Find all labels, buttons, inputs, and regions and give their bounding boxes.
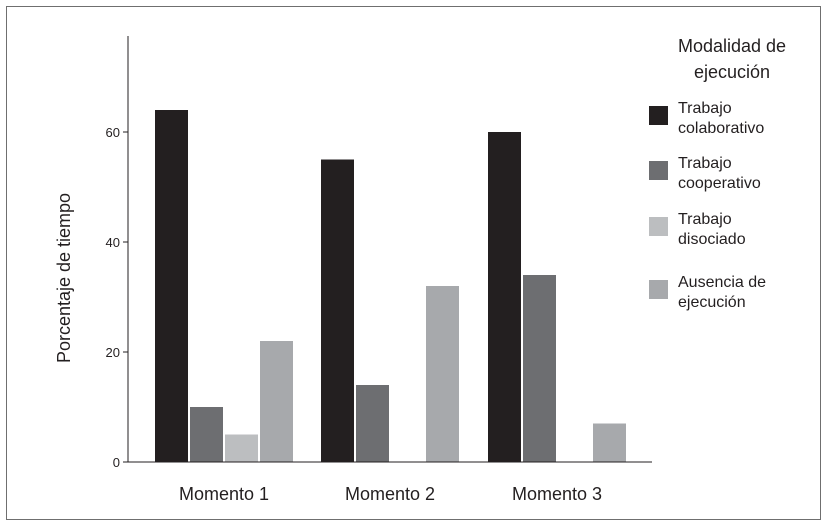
- bar-1-1: [155, 110, 188, 462]
- bar-4-3: [593, 423, 626, 462]
- category-labels-group: Momento 1 Momento 2 Momento 3: [179, 484, 602, 504]
- bar-3-1: [225, 434, 258, 462]
- legend-swatch: [649, 280, 668, 299]
- x-category-label: Momento 2: [345, 484, 435, 504]
- legend-label: Trabajo: [678, 100, 732, 117]
- legend-label: colaborativo: [678, 120, 764, 137]
- bar-2-3: [523, 275, 556, 462]
- y-tick-label: 40: [106, 235, 120, 250]
- y-tick-label: 0: [113, 455, 120, 470]
- bar-2-2: [356, 385, 389, 462]
- bar-1-2: [321, 159, 354, 462]
- legend-swatch: [649, 106, 668, 125]
- bar-1-3: [488, 132, 521, 462]
- legend-label: ejecución: [678, 294, 746, 311]
- bar-2-1: [190, 407, 223, 462]
- legend-title: Modalidad de: [678, 36, 786, 56]
- legend-label: disociado: [678, 231, 746, 248]
- y-tick-label: 60: [106, 125, 120, 140]
- legend: Modalidad de ejecución Trabajo colaborativo…: [649, 36, 786, 311]
- chart-frame: [6, 6, 821, 520]
- bar-4-2: [426, 286, 459, 462]
- x-category-label: Momento 3: [512, 484, 602, 504]
- bars-group: [155, 110, 626, 462]
- legend-label: cooperativo: [678, 175, 761, 192]
- y-ticks-group: 0 20 40 60: [106, 125, 128, 470]
- legend-swatch: [649, 161, 668, 180]
- legend-label: Ausencia de: [678, 274, 766, 291]
- legend-label: Trabajo: [678, 155, 732, 172]
- y-tick-label: 20: [106, 345, 120, 360]
- bar-4-1: [260, 341, 293, 462]
- axes-group: [127, 36, 652, 463]
- legend-title: ejecución: [694, 62, 770, 82]
- y-axis-label: Porcentaje de tiempo: [54, 193, 74, 363]
- legend-swatch: [649, 217, 668, 236]
- legend-label: Trabajo: [678, 211, 732, 228]
- x-category-label: Momento 1: [179, 484, 269, 504]
